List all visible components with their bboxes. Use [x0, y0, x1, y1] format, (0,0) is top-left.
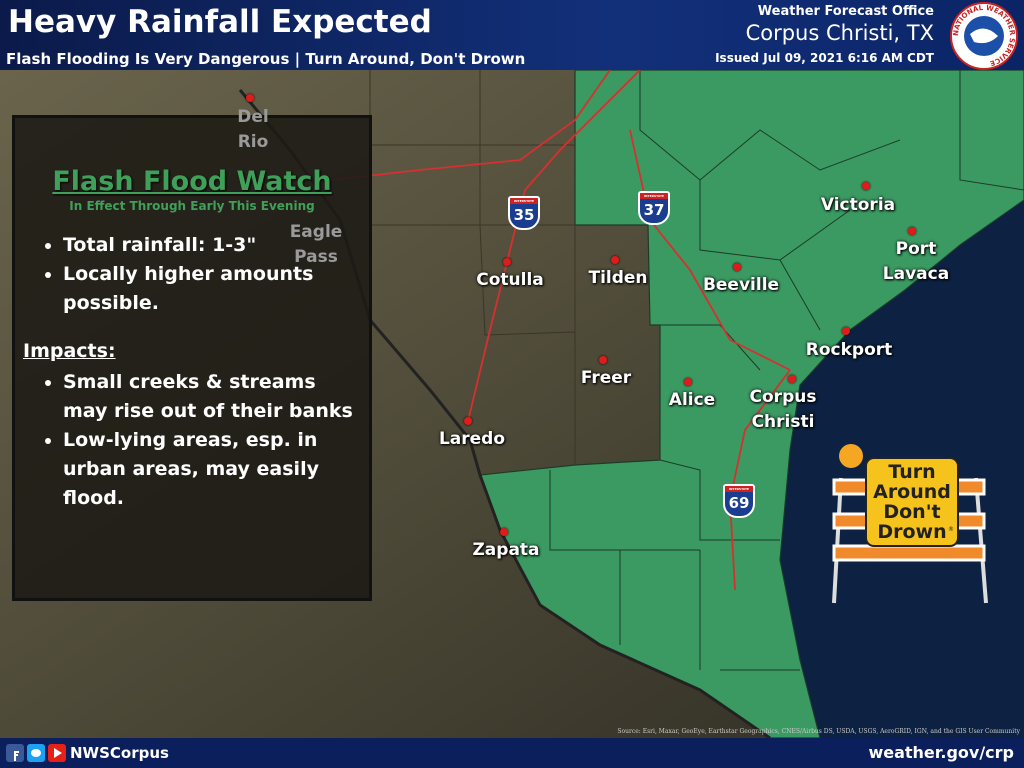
impact: Small creeks & streams may rise out of t… [63, 368, 359, 426]
city-label: Del Rio [237, 105, 268, 155]
impacts: Small creeks & streams may rise out of t… [15, 368, 369, 513]
website: weather.gov/crp [868, 743, 1014, 762]
shield-number: 35 [513, 206, 535, 224]
bullet: Locally higher amounts possible. [63, 260, 359, 318]
bullet: Total rainfall: 1-3" [63, 231, 359, 260]
title: Heavy Rainfall Expected [8, 4, 432, 40]
sign-line: Don't [883, 501, 940, 523]
sign-line: Drown [877, 521, 946, 543]
city-dot [464, 417, 472, 425]
issued: Issued Jul 09, 2021 6:16 AM CDT [715, 51, 934, 65]
interstate-shield: INTERSTATE 69 [723, 484, 755, 518]
city-dot [842, 327, 850, 335]
city-label: Zapata [472, 538, 539, 563]
city-label-line: Victoria [820, 195, 896, 215]
footer [0, 738, 1024, 768]
city-dot [733, 263, 741, 271]
city-label: Cotulla [476, 268, 544, 293]
shield-number: 37 [643, 201, 665, 219]
sign-line: Turn [888, 461, 935, 483]
sign-line: Around [873, 481, 951, 503]
city-label: Alice [669, 388, 715, 413]
city-label-line: Del [237, 107, 269, 127]
interstate-shield: INTERSTATE 37 [638, 191, 670, 225]
barricade-sign: Turn Around Don't Drown ® [832, 444, 988, 604]
city-dot [246, 94, 254, 102]
nws-logo: NATIONAL WEATHER SERVICE [950, 2, 1018, 70]
header [0, 0, 1024, 70]
shield-name: INTERSTATE [725, 486, 753, 492]
city-label-line: Corpus [749, 387, 817, 407]
city-label: Tilden [588, 266, 647, 291]
bullets: Total rainfall: 1-3" Locally higher amou… [15, 231, 369, 318]
city-label-line: Rio [237, 132, 269, 152]
city-dot [500, 528, 508, 536]
city-label-line: Zapata [472, 540, 540, 560]
attribution: Source: Esri, Maxar, GeoEye, Earthstar G… [617, 728, 1020, 735]
impacts-label: Impacts: [23, 340, 116, 362]
social-icons [6, 744, 66, 762]
county-lines [549, 70, 1024, 671]
info-panel: Flash Flood Watch In Effect Through Earl… [12, 115, 372, 601]
city-label-line: Christi [751, 412, 815, 432]
city-dot [684, 378, 692, 386]
highways [329, 70, 791, 591]
city-dot [908, 227, 916, 235]
subtitle: Flash Flooding Is Very Dangerous | Turn … [6, 50, 526, 68]
city-dot [611, 256, 619, 264]
city-label: Corpus Christi [750, 385, 817, 435]
city-label: Beeville [703, 273, 779, 298]
panel-title: Flash Flood Watch [52, 166, 332, 197]
office: Corpus Christi, TX [745, 21, 934, 45]
city-label-line: Alice [668, 390, 716, 410]
city-label-line: Lavaca [882, 264, 950, 284]
interstate-shield: INTERSTATE 35 [508, 196, 540, 230]
city-label-line: Beeville [702, 275, 780, 295]
city-dot [503, 258, 511, 266]
city-label-line: Eagle [289, 222, 343, 242]
impact: Low-lying areas, esp. in urban areas, ma… [63, 426, 359, 513]
social-handle: NWSCorpus [70, 744, 169, 762]
city-label-line: Rockport [805, 340, 893, 360]
shield-name: INTERSTATE [640, 193, 668, 199]
city-label: Laredo [439, 427, 505, 452]
city-label: Freer [581, 366, 631, 391]
city-label: Port Lavaca [883, 237, 949, 287]
city-dot [599, 356, 607, 364]
panel-subtitle: In Effect Through Early This Evening [69, 199, 315, 213]
city-label-line: Freer [580, 368, 632, 388]
city-label-line: Pass [294, 247, 338, 267]
city-label-line: Port [895, 239, 937, 259]
city-label-line: Cotulla [476, 270, 544, 290]
city-label: Rockport [806, 338, 893, 363]
shield-name: INTERSTATE [510, 198, 538, 204]
city-dot [788, 375, 796, 383]
city-label-line: Laredo [438, 429, 506, 449]
city-label: Eagle Pass [290, 220, 343, 270]
sign-mark: ® [948, 526, 954, 533]
city-dot [862, 182, 870, 190]
office-label: Weather Forecast Office [757, 4, 934, 19]
city-label: Victoria [821, 193, 895, 218]
shield-number: 69 [728, 494, 750, 512]
city-label-line: Tilden [588, 268, 648, 288]
